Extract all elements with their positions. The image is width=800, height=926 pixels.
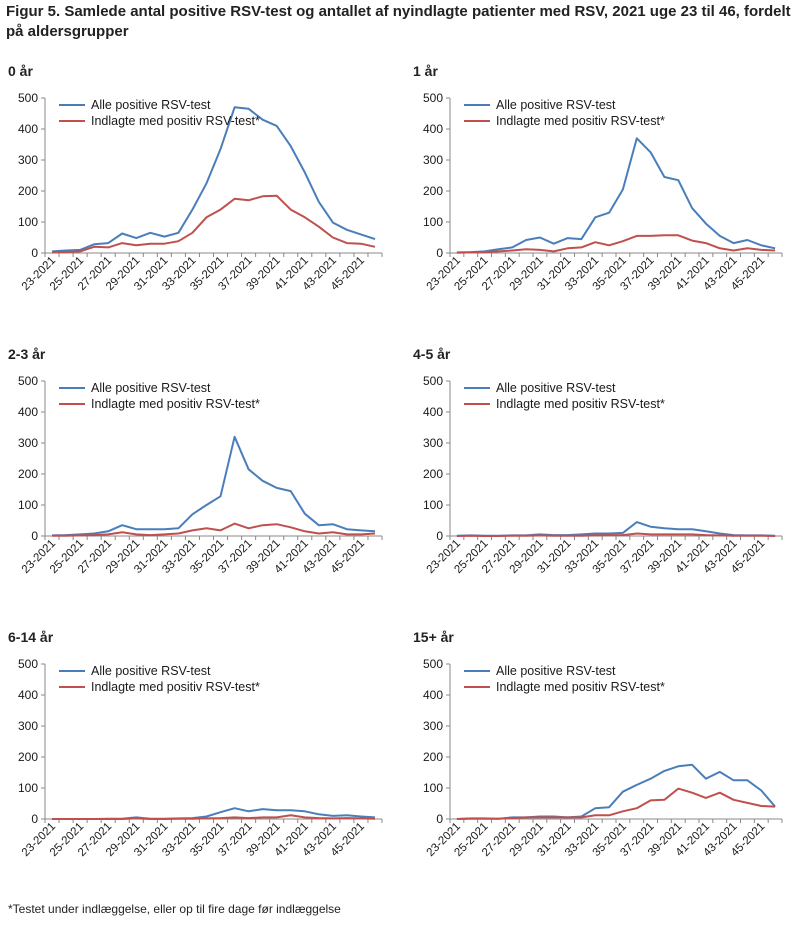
series-line-indlagte-med-positiv-rsv-test [52, 522, 376, 537]
y-tick-label: 400 [423, 405, 443, 419]
chart-panel-15-plus-aar: 15+ år010020030040050023-202125-202127-2… [413, 629, 783, 859]
y-tick-label: 400 [423, 688, 443, 702]
y-tick-label: 400 [18, 405, 38, 419]
y-tick-label: 300 [18, 153, 38, 167]
y-tick-label: 500 [423, 657, 443, 671]
chart-panel-1-aar: 1 år010020030040050023-202125-202127-202… [413, 63, 783, 293]
y-tick-label: 100 [18, 215, 38, 229]
series-line-alle-positive-rsv-test [456, 137, 776, 254]
y-tick-label: 100 [423, 215, 443, 229]
y-tick-label: 500 [423, 91, 443, 105]
y-tick-label: 300 [18, 436, 38, 450]
series-line-indlagte-med-positiv-rsv-test [456, 532, 776, 537]
y-tick-label: 400 [423, 122, 443, 136]
chart-panel-4-5-aar: 4-5 år010020030040050023-202125-202127-2… [413, 346, 783, 576]
y-tick-label: 0 [31, 812, 38, 826]
legend-label: Indlagte med positiv RSV-test* [496, 680, 665, 694]
legend-label: Indlagte med positiv RSV-test* [91, 680, 260, 694]
y-tick-label: 0 [31, 529, 38, 543]
legend-label: Alle positive RSV-test [496, 664, 616, 678]
y-tick-label: 300 [18, 719, 38, 733]
y-tick-label: 500 [18, 374, 38, 388]
legend-label: Alle positive RSV-test [91, 381, 211, 395]
y-tick-label: 0 [436, 529, 443, 543]
series-line-alle-positive-rsv-test [456, 763, 776, 820]
y-tick-label: 200 [18, 467, 38, 481]
chart-panel-6-14-aar: 6-14 år010020030040050023-202125-202127-… [8, 629, 383, 859]
footnote: *Testet under indlæggelse, eller op til … [8, 902, 341, 916]
y-tick-label: 200 [423, 184, 443, 198]
y-tick-label: 200 [423, 467, 443, 481]
series-line-indlagte-med-positiv-rsv-test [52, 814, 376, 820]
panel-title: 6-14 år [8, 629, 54, 645]
y-tick-label: 0 [436, 812, 443, 826]
panel-title: 0 år [8, 63, 33, 79]
y-tick-label: 100 [18, 498, 38, 512]
panel-title: 15+ år [413, 629, 454, 645]
series-line-indlagte-med-positiv-rsv-test [51, 194, 376, 254]
y-tick-label: 0 [436, 246, 443, 260]
y-tick-label: 500 [423, 374, 443, 388]
legend-label: Indlagte med positiv RSV-test* [496, 114, 665, 128]
panel-title: 4-5 år [413, 346, 451, 362]
y-tick-label: 100 [423, 781, 443, 795]
legend-label: Alle positive RSV-test [496, 381, 616, 395]
chart-panel-2-3-aar: 2-3 år010020030040050023-202125-202127-2… [8, 346, 383, 576]
legend-label: Alle positive RSV-test [496, 98, 616, 112]
y-tick-label: 100 [423, 498, 443, 512]
chart-panel-0-aar: 0 år010020030040050023-202125-202127-202… [8, 63, 383, 293]
y-tick-label: 200 [423, 750, 443, 764]
legend-label: Indlagte med positiv RSV-test* [91, 397, 260, 411]
series-line-alle-positive-rsv-test [51, 435, 376, 537]
series-line-indlagte-med-positiv-rsv-test [456, 787, 776, 820]
y-tick-label: 300 [423, 153, 443, 167]
legend-label: Alle positive RSV-test [91, 98, 211, 112]
y-tick-label: 200 [18, 750, 38, 764]
legend-label: Indlagte med positiv RSV-test* [496, 397, 665, 411]
legend-label: Indlagte med positiv RSV-test* [91, 114, 260, 128]
y-tick-label: 0 [31, 246, 38, 260]
y-tick-label: 500 [18, 91, 38, 105]
legend-label: Alle positive RSV-test [91, 664, 211, 678]
figure-title: Figur 5. Samlede antal positive RSV-test… [6, 3, 791, 40]
y-tick-label: 400 [18, 688, 38, 702]
y-tick-label: 300 [423, 436, 443, 450]
series-line-alle-positive-rsv-test [456, 521, 776, 537]
series-line-indlagte-med-positiv-rsv-test [456, 234, 776, 254]
y-tick-label: 400 [18, 122, 38, 136]
y-tick-label: 300 [423, 719, 443, 733]
series-line-alle-positive-rsv-test [51, 106, 376, 253]
panel-title: 2-3 år [8, 346, 46, 362]
y-tick-label: 100 [18, 781, 38, 795]
panel-title: 1 år [413, 63, 438, 79]
y-tick-label: 200 [18, 184, 38, 198]
y-tick-label: 500 [18, 657, 38, 671]
